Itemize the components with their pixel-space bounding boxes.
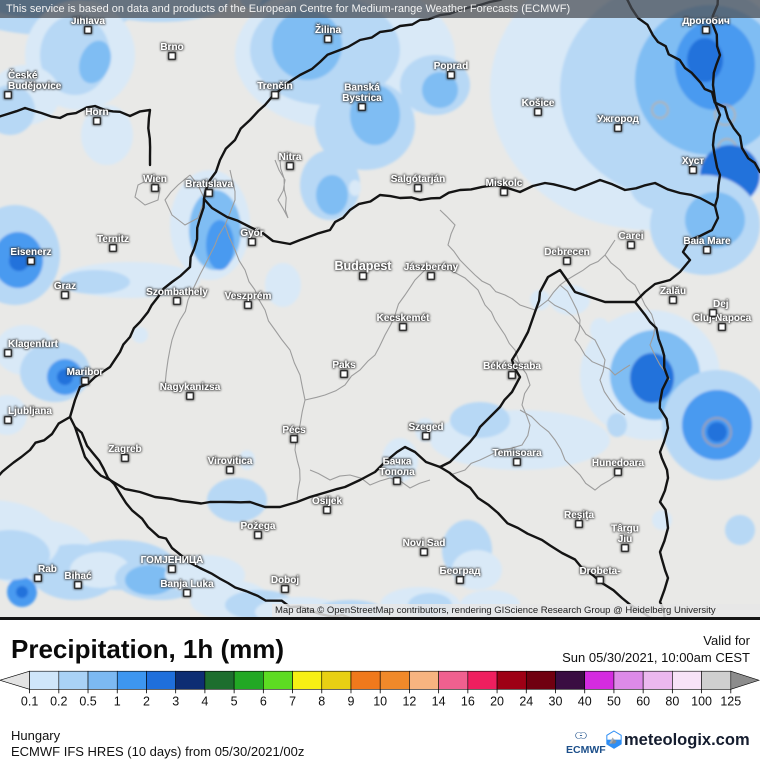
svg-text:80: 80 <box>665 694 679 708</box>
svg-text:Osijek: Osijek <box>312 496 342 507</box>
svg-text:12: 12 <box>402 694 416 708</box>
svg-text:Kecskemét: Kecskemét <box>377 313 430 324</box>
svg-text:Eisenerz: Eisenerz <box>10 247 51 258</box>
svg-text:Drobeta-: Drobeta- <box>579 566 620 577</box>
svg-text:Žilina: Žilina <box>315 23 342 36</box>
svg-text:Debrecen: Debrecen <box>544 247 590 258</box>
svg-text:Dej: Dej <box>713 299 729 310</box>
svg-text:Београд: Београд <box>439 566 481 577</box>
svg-text:Reşiţa: Reşiţa <box>564 510 594 521</box>
svg-text:Brno: Brno <box>160 42 183 53</box>
svg-text:Jászberény: Jászberény <box>404 262 459 273</box>
svg-text:24: 24 <box>519 694 533 708</box>
svg-text:14: 14 <box>432 694 446 708</box>
svg-text:Budějovice: Budějovice <box>8 81 62 92</box>
svg-text:Bystrica: Bystrica <box>342 93 382 104</box>
svg-text:16: 16 <box>461 694 475 708</box>
svg-text:Szombathely: Szombathely <box>146 287 208 298</box>
svg-text:Rab: Rab <box>38 564 57 575</box>
svg-text:Cluj-Napoca: Cluj-Napoca <box>693 313 752 324</box>
svg-text:10: 10 <box>373 694 387 708</box>
svg-text:Zagreb: Zagreb <box>108 444 141 455</box>
svg-text:100: 100 <box>691 694 712 708</box>
svg-text:ГОМЈЕНИЦА: ГОМЈЕНИЦА <box>141 555 204 566</box>
svg-text:Paks: Paks <box>332 360 356 371</box>
svg-text:0.5: 0.5 <box>79 694 96 708</box>
svg-text:Zalău: Zalău <box>660 286 686 297</box>
svg-text:0.2: 0.2 <box>50 694 67 708</box>
svg-text:Trenčín: Trenčín <box>257 81 293 92</box>
svg-text:Klagenfurt: Klagenfurt <box>8 339 59 350</box>
svg-text:Târgu: Târgu <box>611 523 639 534</box>
svg-text:Košice: Košice <box>522 98 555 109</box>
svg-text:Carei: Carei <box>618 231 643 242</box>
svg-text:5: 5 <box>231 694 238 708</box>
svg-text:2: 2 <box>143 694 150 708</box>
svg-text:6: 6 <box>260 694 267 708</box>
svg-text:Maribor: Maribor <box>67 367 104 378</box>
svg-text:Novi Sad: Novi Sad <box>403 538 446 549</box>
svg-text:8: 8 <box>318 694 325 708</box>
svg-text:Bratislava: Bratislava <box>185 179 233 190</box>
svg-text:4: 4 <box>201 694 208 708</box>
svg-text:Temisoara: Temisoara <box>492 448 542 459</box>
svg-text:Banská: Banská <box>344 82 380 93</box>
svg-text:Budapest: Budapest <box>335 259 393 273</box>
svg-text:Wien: Wien <box>143 174 167 185</box>
svg-text:Хуст: Хуст <box>682 156 704 167</box>
svg-text:Požega: Požega <box>240 521 275 532</box>
svg-text:40: 40 <box>578 694 592 708</box>
svg-text:60: 60 <box>636 694 650 708</box>
svg-text:Miskolc: Miskolc <box>486 178 523 189</box>
svg-text:Nagykanizsa: Nagykanizsa <box>160 382 221 393</box>
svg-text:7: 7 <box>289 694 296 708</box>
svg-text:1: 1 <box>114 694 121 708</box>
svg-text:3: 3 <box>172 694 179 708</box>
svg-text:0.1: 0.1 <box>21 694 38 708</box>
svg-text:Бачка: Бачка <box>383 456 412 467</box>
svg-text:Virovitica: Virovitica <box>208 456 253 467</box>
svg-text:Bihać: Bihać <box>64 571 92 582</box>
svg-text:Hunedoara: Hunedoara <box>592 458 645 469</box>
svg-text:Salgótarján: Salgótarján <box>391 174 445 185</box>
svg-text:Szeged: Szeged <box>408 422 443 433</box>
svg-text:Győr: Győr <box>240 228 263 239</box>
svg-text:Jiu: Jiu <box>618 534 632 545</box>
svg-text:Nitra: Nitra <box>279 152 302 163</box>
svg-text:Ужгород: Ужгород <box>597 114 639 125</box>
svg-text:Doboj: Doboj <box>271 575 300 586</box>
svg-text:České: České <box>8 68 38 81</box>
svg-text:Baia Mare: Baia Mare <box>683 236 731 247</box>
svg-text:9: 9 <box>348 694 355 708</box>
svg-text:Ljubljana: Ljubljana <box>8 406 52 417</box>
svg-text:30: 30 <box>549 694 563 708</box>
svg-text:Poprad: Poprad <box>434 61 468 72</box>
svg-text:Pécs: Pécs <box>282 425 306 436</box>
svg-text:20: 20 <box>490 694 504 708</box>
svg-text:Veszprém: Veszprém <box>225 291 272 302</box>
svg-text:Békéscsaba: Békéscsaba <box>483 361 541 372</box>
svg-text:Horn: Horn <box>85 107 108 118</box>
svg-text:Graz: Graz <box>54 281 76 292</box>
svg-text:Banja Luka: Banja Luka <box>160 579 214 590</box>
svg-text:Тополa: Тополa <box>379 467 415 478</box>
svg-text:125: 125 <box>720 694 741 708</box>
svg-text:50: 50 <box>607 694 621 708</box>
svg-text:Ternitz: Ternitz <box>97 234 129 245</box>
